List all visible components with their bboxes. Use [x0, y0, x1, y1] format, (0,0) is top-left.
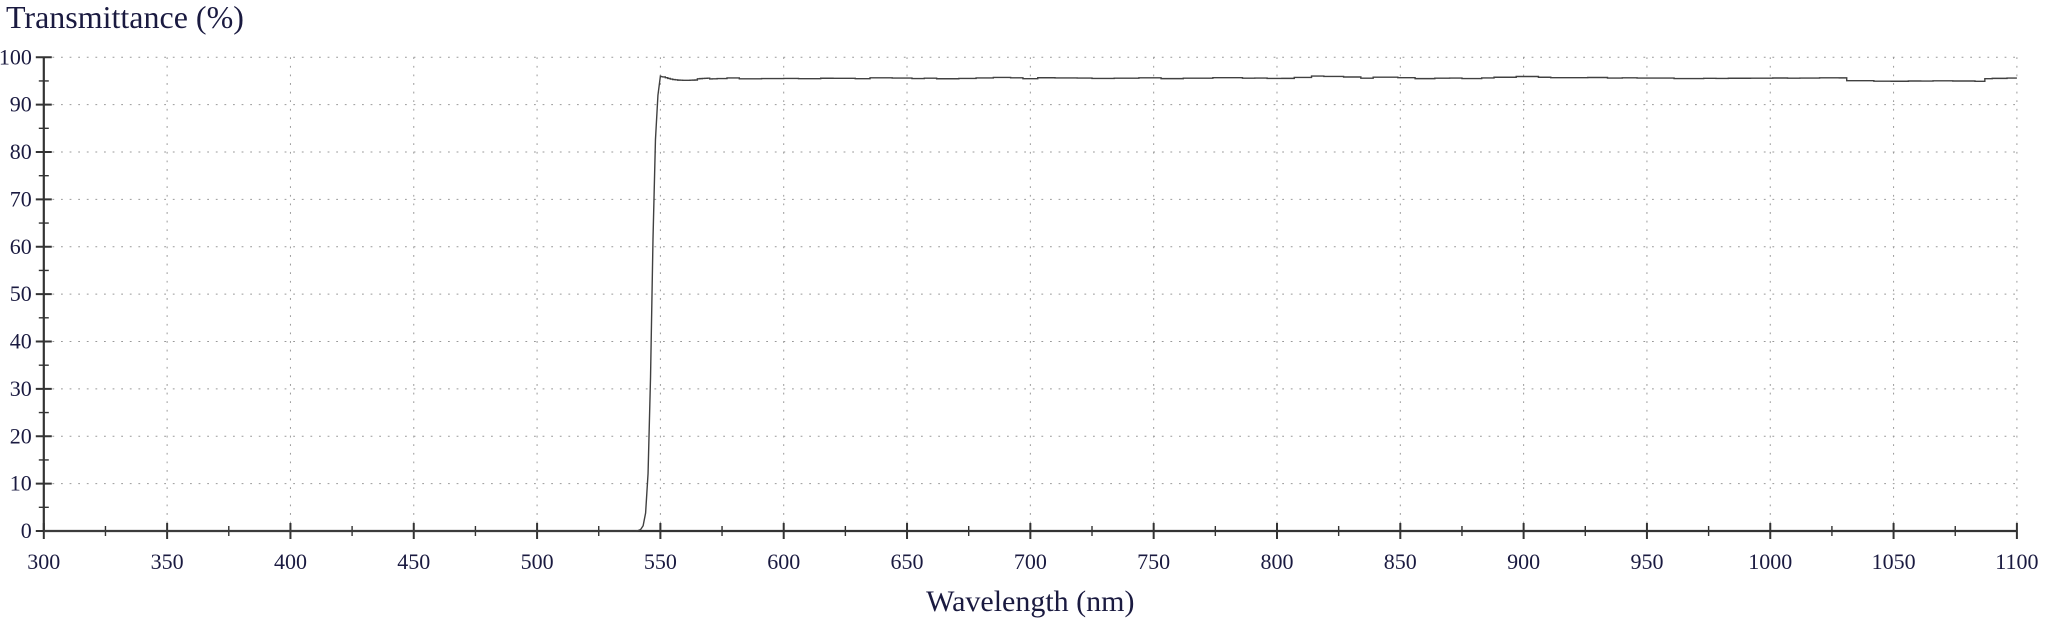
svg-text:600: 600: [767, 549, 800, 574]
svg-text:300: 300: [27, 549, 60, 574]
svg-text:800: 800: [1260, 549, 1293, 574]
svg-text:950: 950: [1630, 549, 1663, 574]
svg-text:550: 550: [644, 549, 677, 574]
svg-text:30: 30: [10, 376, 32, 401]
svg-text:650: 650: [891, 549, 924, 574]
svg-text:100: 100: [0, 44, 32, 69]
svg-text:Wavelength (nm): Wavelength (nm): [926, 585, 1134, 618]
svg-text:50: 50: [10, 281, 32, 306]
svg-text:0: 0: [21, 518, 32, 543]
svg-text:80: 80: [10, 139, 32, 164]
svg-text:60: 60: [10, 234, 32, 259]
svg-text:900: 900: [1507, 549, 1540, 574]
svg-text:850: 850: [1384, 549, 1417, 574]
svg-text:700: 700: [1014, 549, 1047, 574]
svg-text:40: 40: [10, 329, 32, 354]
svg-text:1000: 1000: [1748, 549, 1792, 574]
svg-text:90: 90: [10, 92, 32, 117]
svg-text:450: 450: [397, 549, 430, 574]
svg-text:750: 750: [1137, 549, 1170, 574]
svg-text:500: 500: [521, 549, 554, 574]
svg-text:350: 350: [151, 549, 184, 574]
svg-text:1050: 1050: [1872, 549, 1916, 574]
svg-text:Transmittance (%): Transmittance (%): [6, 0, 244, 35]
svg-text:1100: 1100: [1995, 549, 2038, 574]
svg-text:70: 70: [10, 186, 32, 211]
svg-text:10: 10: [10, 471, 32, 496]
svg-text:20: 20: [10, 423, 32, 448]
svg-text:400: 400: [274, 549, 307, 574]
